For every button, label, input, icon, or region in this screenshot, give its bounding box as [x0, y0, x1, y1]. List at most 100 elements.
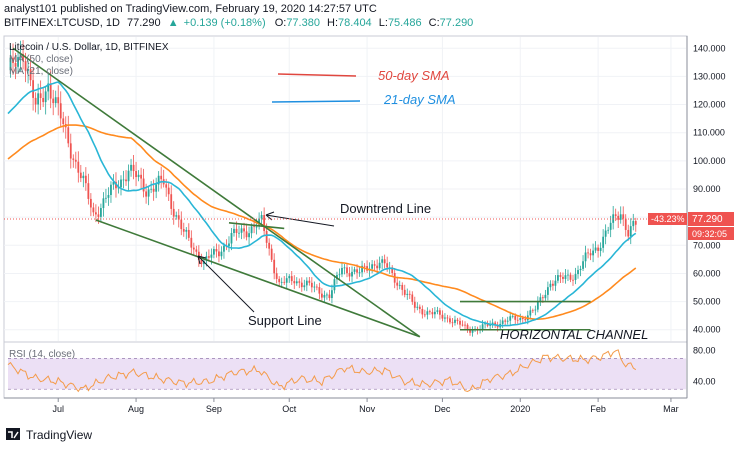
- legend-label-sma21: 21-day SMA: [383, 92, 456, 107]
- arrow-downtrend-shaft: [265, 214, 335, 227]
- candle-body: [433, 311, 436, 315]
- candle-body: [120, 179, 122, 188]
- rsi-tick-label: 40.00: [693, 377, 716, 387]
- candle-body: [431, 312, 434, 315]
- candle-body: [62, 118, 65, 125]
- candle-body: [233, 228, 235, 234]
- candle-body: [524, 319, 527, 321]
- candle-body: [456, 319, 459, 321]
- candle-body: [177, 215, 180, 220]
- candle-body: [205, 256, 208, 261]
- candle-body: [87, 183, 90, 199]
- candle-body: [519, 318, 522, 321]
- candle-body: [142, 178, 145, 192]
- candle-body: [14, 62, 17, 67]
- candle-body: [39, 93, 42, 98]
- candle-body: [218, 251, 220, 257]
- candle-body: [632, 221, 635, 227]
- candle-body: [461, 324, 464, 326]
- candle-body: [47, 83, 50, 92]
- candle-body: [265, 231, 268, 243]
- close-value: 77.290: [440, 17, 474, 29]
- footer-brand: TradingView: [26, 428, 92, 442]
- change: +0.139 (+0.18%): [184, 17, 266, 29]
- price-tick-label: 140.000: [693, 43, 726, 53]
- candle-body: [200, 260, 203, 265]
- price-badge: [688, 212, 734, 226]
- candle-body: [521, 318, 524, 320]
- candle-body: [562, 276, 564, 279]
- candle-body: [396, 282, 399, 286]
- candle-body: [323, 294, 326, 298]
- candle-body: [439, 310, 441, 315]
- time-tick-label: Mar: [663, 404, 679, 414]
- candle-body: [619, 214, 622, 220]
- pct-badge: [648, 213, 687, 225]
- candle-body: [125, 179, 127, 182]
- candle-body: [243, 228, 245, 232]
- price-tick-label: 70.000: [693, 240, 721, 250]
- candle-body: [587, 252, 589, 254]
- candle-body: [514, 315, 517, 320]
- candle-body: [436, 310, 439, 312]
- candle-body: [112, 181, 115, 185]
- pct-badge-text: -43.23%: [651, 214, 685, 224]
- candle-body: [459, 320, 461, 325]
- candle-body: [145, 191, 148, 197]
- candle-body: [192, 247, 195, 250]
- candle-body: [574, 274, 577, 280]
- candle-body: [423, 314, 426, 316]
- candle-body: [54, 97, 57, 104]
- annotation-downtrend: Downtrend Line: [340, 201, 431, 216]
- candle-body: [172, 208, 175, 217]
- candle-body: [305, 280, 308, 286]
- candle-body: [584, 252, 587, 262]
- candle-body: [9, 57, 12, 71]
- last-price: 77.290: [127, 17, 161, 29]
- candle-body: [469, 330, 471, 333]
- candle-body: [381, 259, 384, 263]
- open-label: O:: [275, 17, 287, 29]
- candle-body: [577, 270, 579, 275]
- candle-body: [167, 187, 170, 195]
- candle-body: [398, 284, 401, 286]
- candle-body: [622, 214, 625, 219]
- candle-body: [441, 314, 444, 319]
- candle-body: [24, 61, 27, 71]
- high-label: H:: [327, 17, 338, 29]
- candle-body: [285, 278, 288, 283]
- rsi-layer: [7, 349, 686, 393]
- candle-body: [464, 324, 466, 326]
- candle-body: [238, 232, 240, 234]
- candle-body: [579, 268, 582, 271]
- candle-body: [315, 286, 318, 288]
- candle-body: [122, 179, 125, 181]
- candle-body: [416, 306, 419, 308]
- candle-body: [444, 317, 446, 319]
- candle-body: [446, 317, 449, 319]
- candle-body: [12, 57, 14, 63]
- close-label: C:: [429, 17, 440, 29]
- countdown-badge: [688, 227, 734, 240]
- candle-body: [549, 283, 552, 288]
- candle-body: [539, 297, 542, 302]
- candle-body: [74, 159, 77, 162]
- candle-body: [97, 214, 100, 217]
- candle-body: [599, 247, 602, 251]
- legend-line-sma21: [271, 100, 361, 103]
- trend-line-upper-channel-top: [228, 221, 285, 230]
- time-tick-label: Aug: [128, 404, 144, 414]
- candle-body: [333, 279, 336, 291]
- candle-body: [34, 97, 37, 105]
- candle-body: [19, 53, 22, 58]
- candle-body: [79, 172, 82, 179]
- candle-body: [421, 308, 424, 315]
- price-tick-label: 120.000: [693, 100, 726, 110]
- candle-body: [273, 259, 276, 274]
- candle-body: [260, 215, 263, 219]
- candle-body: [290, 276, 293, 282]
- candle-body: [471, 330, 474, 333]
- candle-body: [288, 276, 291, 279]
- rsi-tick-label: 80.00: [693, 346, 716, 356]
